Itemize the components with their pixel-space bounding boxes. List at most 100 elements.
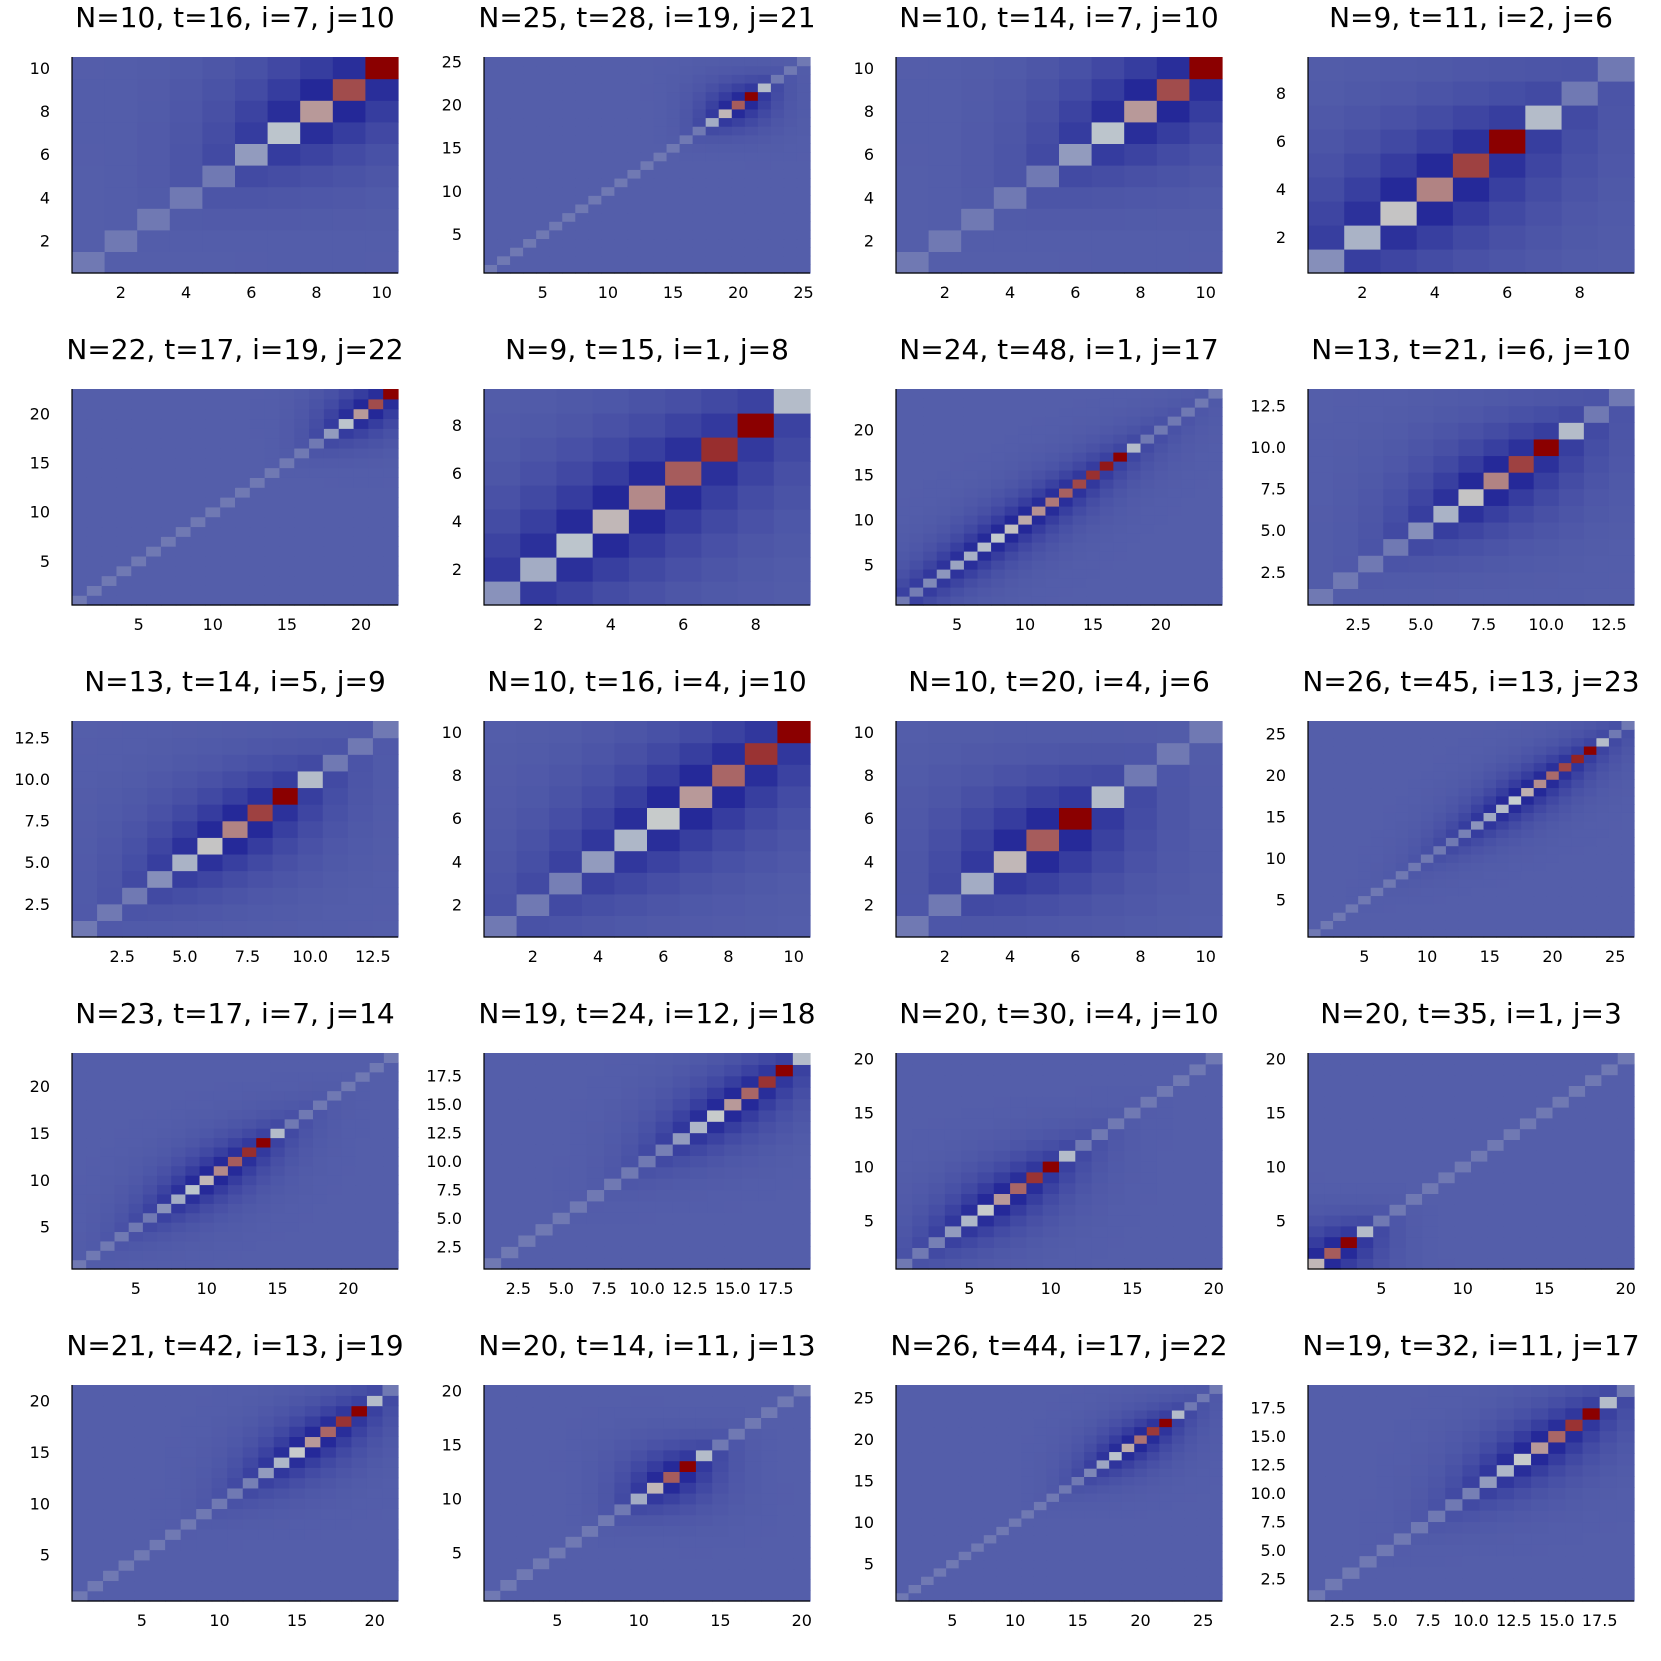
heatmap-cell [1154, 542, 1169, 552]
heatmap-cell [1154, 461, 1169, 471]
heatmap-cell [991, 416, 1006, 426]
heatmap-cell [581, 742, 615, 765]
heatmap-cell [1608, 770, 1623, 780]
x-tick-label: 8 [1135, 947, 1145, 966]
heatmap-cell [552, 1132, 571, 1145]
heatmap-cell [1059, 251, 1093, 274]
heatmap-cell [264, 487, 281, 498]
heatmap-cell [627, 65, 642, 75]
heatmap-cell [1395, 862, 1409, 872]
heatmap-cell [327, 1071, 342, 1082]
heatmap-cell [1533, 862, 1547, 872]
heatmap-cell [1358, 820, 1372, 830]
heatmap-panel: N=22, t=17, i=19, j=22 5 10 15 20 5 10 15 20 [0, 332, 408, 664]
heatmap-cell [936, 416, 951, 426]
heatmap-cell [267, 165, 301, 188]
heatmap-cell [569, 1087, 588, 1100]
heatmap-cell [1452, 249, 1490, 274]
heatmap-cell [242, 1109, 257, 1120]
heatmap-cell [1308, 57, 1345, 82]
heatmap-cell [912, 1074, 930, 1086]
heatmap-cell [712, 893, 746, 916]
heatmap-cell [707, 1200, 725, 1213]
heatmap-cell [562, 229, 576, 240]
heatmap-cell [338, 516, 355, 528]
heatmap-cell [549, 126, 563, 136]
heatmap-cell [1010, 1128, 1027, 1140]
y-tick-label: 8 [1276, 84, 1286, 103]
heatmap-cell [627, 195, 642, 205]
heatmap-cell [205, 575, 221, 586]
heatmap-cell [131, 398, 147, 410]
heatmap-cell [1345, 795, 1359, 805]
heatmap-cell [1408, 903, 1422, 913]
heatmap-cell [909, 434, 924, 444]
heatmap-cell [1608, 912, 1623, 921]
heatmap-cell [552, 1166, 571, 1179]
heatmap-cell [1091, 1193, 1109, 1205]
heatmap-cell [1521, 878, 1535, 888]
heatmap-cell [383, 575, 399, 586]
heatmap-cell [621, 1064, 640, 1077]
heatmap-cell [679, 134, 694, 144]
heatmap-cell [510, 100, 524, 110]
heatmap-cell [666, 91, 681, 101]
heatmap-cell [1042, 1117, 1060, 1130]
heatmap-cell [672, 1234, 691, 1247]
heatmap-cell [653, 221, 668, 231]
heatmap-cell [160, 526, 177, 537]
heatmap-cell [1383, 389, 1409, 407]
heatmap-cell [1042, 1053, 1060, 1065]
heatmap-cell [1370, 928, 1384, 938]
heatmap-cell [1194, 551, 1210, 561]
heatmap-cell [1471, 853, 1485, 863]
heatmap-cell [1205, 1204, 1223, 1216]
heatmap-cell [1568, 1215, 1586, 1227]
heatmap-cell [86, 1128, 101, 1139]
heatmap-cell [672, 1098, 691, 1111]
heatmap-cell [279, 428, 295, 439]
heatmap-cell [977, 596, 992, 606]
heatmap-cell [944, 1063, 962, 1076]
heatmap-cell [672, 1143, 691, 1156]
heatmap-cell [1583, 895, 1597, 905]
heatmap-cell [272, 887, 299, 905]
y-tick-label: 4 [864, 852, 874, 871]
heatmap-cell [322, 853, 349, 872]
heatmap-cell [264, 447, 281, 459]
heatmap-cell [1546, 928, 1560, 938]
heatmap-cell [199, 1128, 215, 1139]
heatmap-cell [993, 1085, 1011, 1097]
heatmap-cell [1026, 1193, 1044, 1205]
heatmap-cell [484, 247, 498, 257]
heatmap-cell [614, 721, 648, 744]
heatmap-cell [1405, 1139, 1423, 1151]
heatmap-cell [160, 555, 177, 567]
heatmap-cell [1320, 812, 1334, 822]
heatmap-cell [1208, 443, 1223, 453]
heatmap-cell [368, 536, 384, 547]
heatmap-cell [1433, 928, 1447, 938]
heatmap-cell [1126, 515, 1142, 525]
heatmap-cell [991, 407, 1006, 417]
heatmap-cell [1154, 470, 1169, 480]
heatmap-cell [116, 389, 132, 400]
heatmap-cell [332, 165, 366, 188]
heatmap-cell [160, 487, 177, 498]
heatmap-cell [928, 850, 962, 873]
heatmap-cell [1383, 795, 1397, 805]
y-tick-label: 10 [30, 503, 50, 522]
heatmap-cell [213, 1193, 229, 1204]
heatmap-cell [1487, 1193, 1505, 1205]
heatmap-cell [1483, 770, 1497, 780]
heatmap-cell [383, 1175, 399, 1186]
heatmap-cell [199, 1053, 215, 1063]
heatmap-cell [172, 887, 198, 905]
heatmap-cell [1583, 887, 1597, 897]
heatmap-cell [72, 526, 88, 537]
heatmap-cell [977, 1161, 995, 1173]
heatmap-cell [1086, 596, 1101, 606]
heatmap-cell [928, 57, 962, 80]
heatmap-cell [171, 1099, 186, 1110]
